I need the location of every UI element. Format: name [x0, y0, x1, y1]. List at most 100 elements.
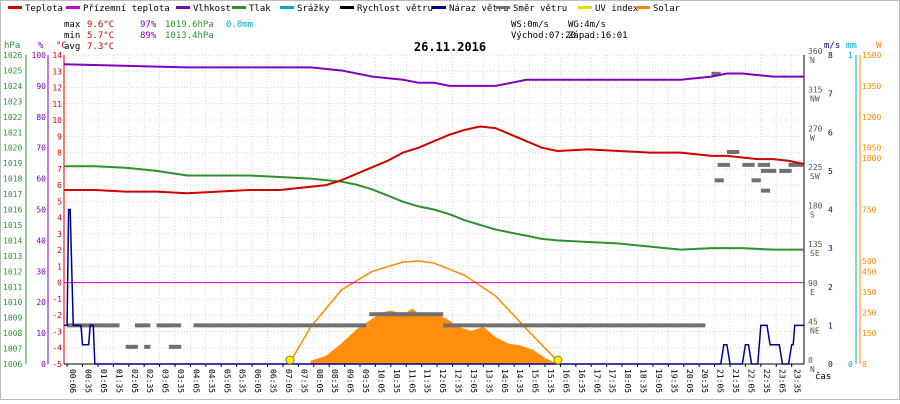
tick-pressure-1014: 1014 — [3, 236, 22, 245]
tick-pressure-1017: 1017 — [3, 190, 22, 199]
tick-pressure-1023: 1023 — [3, 97, 22, 106]
x-tick-label-26: 13:05 — [469, 369, 478, 393]
stat-min-temp: 5.7°C — [87, 31, 114, 41]
info-sunrise: Východ:07:20 — [511, 31, 576, 41]
wind-direction-mark-9 — [711, 71, 721, 76]
tick-pressure-1024: 1024 — [3, 82, 22, 91]
tick-solar-350: 350 — [862, 288, 877, 297]
info-wg: WG:4m/s — [568, 20, 606, 30]
series-wind-gust — [64, 208, 804, 365]
wind-direction-mark-6 — [125, 344, 138, 349]
tick-wind-3: 3 — [828, 244, 833, 253]
x-tick-label-4: 02:05 — [130, 369, 139, 393]
stat-min-press: 1013.4hPa — [165, 31, 214, 41]
wind-direction-mark-3 — [193, 323, 367, 328]
tick-humidity-10: 10 — [36, 329, 46, 338]
tick-direction-deg-225: 225 — [808, 163, 823, 172]
x-tick-label-8: 04:05 — [191, 369, 200, 393]
tick-direction-deg-135: 135 — [808, 240, 823, 249]
grid — [64, 54, 804, 365]
legend-label-2: Vlhkost — [193, 4, 231, 14]
tick-pressure-1019: 1019 — [3, 159, 22, 168]
x-tick-label-15: 07:35 — [299, 369, 308, 393]
series-pressure — [64, 165, 804, 251]
tick-pressure-1006: 1006 — [3, 360, 22, 369]
tick-temperature--1: -1 — [52, 295, 62, 304]
stat-max-rain: 0.0mm — [226, 20, 253, 30]
stat-max-hum: 97% — [140, 20, 157, 30]
x-tick-label-27: 13:35 — [484, 369, 493, 393]
tick-temperature-7: 7 — [57, 165, 62, 174]
x-tick-label-2: 01:05 — [99, 369, 108, 393]
tick-pressure-1020: 1020 — [3, 144, 22, 153]
tick-humidity-30: 30 — [36, 267, 46, 276]
tick-temperature-5: 5 — [57, 197, 62, 206]
tick-temperature-2: 2 — [57, 246, 62, 255]
x-tick-label-33: 16:35 — [577, 369, 586, 393]
tick-humidity-20: 20 — [36, 298, 46, 307]
tick-humidity-80: 80 — [36, 113, 46, 122]
tick-temperature-14: 14 — [52, 51, 62, 60]
legend-swatch-1 — [66, 6, 80, 9]
tick-direction-name-135: SE — [810, 249, 820, 258]
tick-humidity-70: 70 — [36, 144, 46, 153]
tick-pressure-1008: 1008 — [3, 329, 22, 338]
wind-direction-mark-8 — [168, 344, 182, 349]
tick-temperature-9: 9 — [57, 132, 62, 141]
stat-avg-label: avg — [64, 42, 80, 52]
legend-swatch-3 — [232, 6, 246, 9]
stat-max-press: 1019.6hPa — [165, 20, 214, 30]
tick-direction-deg-0: 0 — [808, 356, 813, 365]
x-tick-label-32: 16:05 — [561, 369, 570, 393]
tick-temperature-4: 4 — [57, 214, 62, 223]
x-tick-label-9: 04:35 — [207, 369, 216, 393]
wind-direction-mark-5 — [443, 323, 706, 328]
x-tick-label-20: 10:05 — [376, 369, 385, 393]
x-tick-label-16: 08:05 — [315, 369, 324, 393]
tick-temperature-12: 12 — [52, 84, 62, 93]
x-tick-label-39: 19:35 — [669, 369, 678, 393]
wind-direction-mark-7 — [144, 344, 151, 349]
tick-solar-450: 450 — [862, 267, 877, 276]
legend: Teplota Přízemní teplota Vlhkost Tlak Srážky… — [8, 4, 681, 14]
series-solar-measured — [310, 308, 558, 364]
tick-temperature-11: 11 — [52, 100, 62, 109]
x-tick-label-46: 23:05 — [777, 369, 786, 393]
wind-direction-mark-14 — [751, 178, 761, 183]
plot-area — [63, 63, 805, 365]
tick-solar-1500: 1500 — [862, 51, 881, 60]
legend-swatch-0 — [8, 6, 22, 9]
x-tick-label-0: 00:06 — [68, 369, 77, 393]
axis-label-time: čas — [815, 371, 831, 382]
x-tick-label-19: 09:35 — [361, 369, 370, 393]
tick-pressure-1013: 1013 — [3, 252, 22, 261]
legend-label-7: Směr větru — [513, 4, 567, 14]
tick-temperature-13: 13 — [52, 67, 62, 76]
x-tick-label-34: 17:05 — [592, 369, 601, 393]
x-tick-label-24: 12:05 — [438, 369, 447, 393]
legend-label-1: Přízemní teplota — [83, 4, 170, 14]
stat-min-label: min — [64, 31, 80, 41]
axis-unit-humidity: % — [38, 41, 44, 51]
tick-humidity-90: 90 — [36, 82, 46, 91]
tick-temperature-1: 1 — [57, 262, 62, 271]
x-tick-label-37: 18:35 — [639, 369, 648, 393]
x-tick-label-45: 22:35 — [762, 369, 771, 393]
info-ws: WS:0m/s — [511, 20, 549, 30]
tick-wind-2: 2 — [828, 283, 833, 292]
tick-direction-deg-180: 180 — [808, 202, 823, 211]
stat-max-label: max — [64, 20, 81, 30]
stat-avg-temp: 7.3°C — [87, 42, 114, 52]
series-humidity — [63, 63, 804, 87]
x-tick-label-3: 01:35 — [114, 369, 123, 393]
tick-direction-deg-315: 315 — [808, 86, 823, 95]
x-tick-label-5: 02:35 — [145, 369, 154, 393]
tick-solar-1350: 1350 — [862, 82, 881, 91]
axis-unit-rain: mm — [846, 41, 857, 51]
wind-direction-mark-4 — [369, 312, 444, 317]
tick-humidity-60: 60 — [36, 175, 46, 184]
tick-direction-name-360: N — [810, 56, 815, 65]
tick-rain-0: 0 — [848, 360, 853, 369]
